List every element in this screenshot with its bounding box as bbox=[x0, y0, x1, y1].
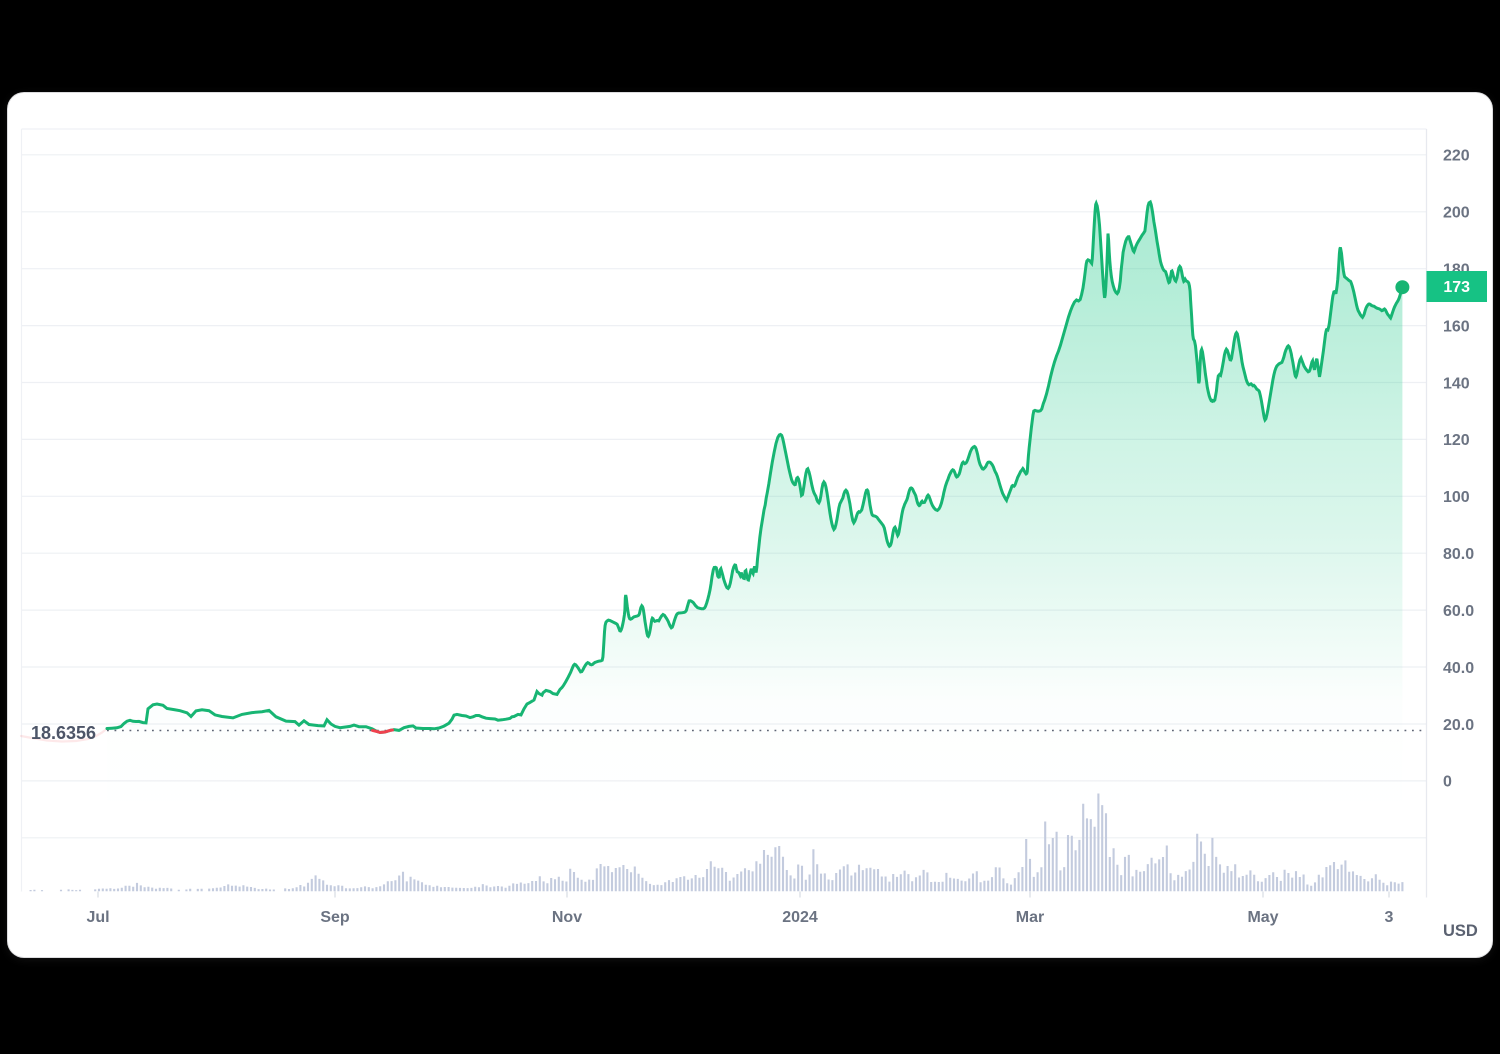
svg-text:80.0: 80.0 bbox=[1443, 546, 1474, 563]
svg-text:160: 160 bbox=[1443, 318, 1470, 335]
svg-text:Nov: Nov bbox=[552, 909, 582, 926]
svg-text:3: 3 bbox=[1385, 909, 1394, 926]
svg-text:18.6356: 18.6356 bbox=[31, 723, 96, 743]
svg-text:100: 100 bbox=[1443, 489, 1470, 506]
svg-text:2024: 2024 bbox=[782, 909, 818, 926]
svg-text:173: 173 bbox=[1443, 279, 1470, 296]
svg-text:40.0: 40.0 bbox=[1443, 660, 1474, 677]
svg-text:USD: USD bbox=[1443, 922, 1478, 940]
svg-text:60.0: 60.0 bbox=[1443, 603, 1474, 620]
svg-text:200: 200 bbox=[1443, 205, 1470, 222]
svg-text:Sep: Sep bbox=[320, 909, 350, 926]
svg-text:220: 220 bbox=[1443, 148, 1470, 165]
svg-text:140: 140 bbox=[1443, 375, 1470, 392]
svg-text:May: May bbox=[1247, 909, 1278, 926]
svg-text:Mar: Mar bbox=[1016, 909, 1044, 926]
svg-text:0: 0 bbox=[1443, 774, 1452, 791]
svg-text:120: 120 bbox=[1443, 432, 1470, 449]
svg-text:20.0: 20.0 bbox=[1443, 717, 1474, 734]
svg-text:Jul: Jul bbox=[86, 909, 109, 926]
